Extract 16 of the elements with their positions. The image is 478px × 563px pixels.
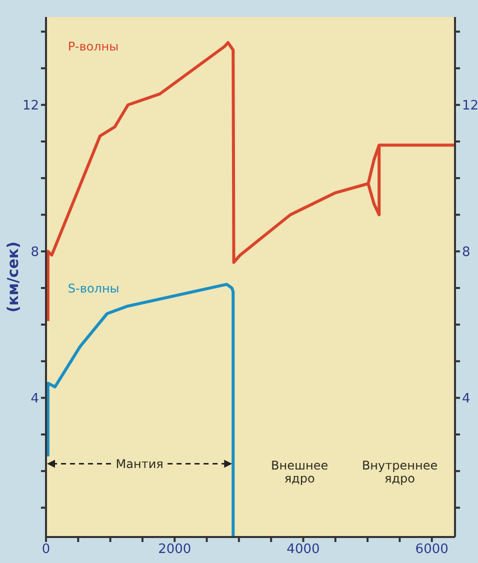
annotation: Внутреннее ядро: [362, 458, 438, 486]
x-tick-label: 2000: [158, 542, 192, 558]
y-tick-label: 4: [30, 391, 39, 406]
annotation: Внешнее ядро: [271, 458, 328, 486]
y2-tick-label: 8: [462, 244, 470, 260]
y2-tick-label: 12: [462, 98, 478, 114]
x-tick-label: 4000: [286, 542, 320, 558]
text: P-волны: [68, 40, 119, 54]
y-tick-label: 8: [30, 244, 39, 260]
y-tick-label: 12: [22, 98, 39, 114]
series-label: S-волны: [68, 281, 120, 296]
annotation: Мантия: [116, 456, 164, 471]
x-tick-label: 6000: [415, 542, 448, 558]
y-axis-title: (км/сек): [4, 242, 22, 312]
y2-tick-label: 4: [462, 391, 470, 406]
x-tick-label: 0: [42, 542, 50, 558]
